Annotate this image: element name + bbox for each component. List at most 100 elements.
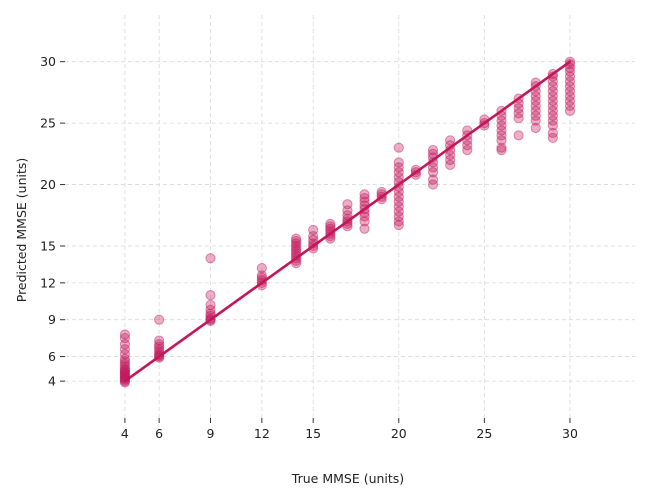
x-tick-label: 15 <box>305 426 321 441</box>
data-point <box>427 162 439 173</box>
data-point <box>547 95 558 107</box>
data-point <box>445 149 456 161</box>
data-point <box>445 154 456 166</box>
data-point <box>564 71 576 82</box>
data-point <box>496 125 507 136</box>
data-point <box>290 240 302 252</box>
data-point <box>359 196 370 207</box>
x-tick-label: 30 <box>562 426 578 441</box>
data-point <box>513 113 524 124</box>
data-point <box>564 100 576 112</box>
data-point <box>393 220 404 231</box>
data-point <box>119 364 131 376</box>
data-point <box>462 140 473 151</box>
data-point <box>154 344 165 355</box>
x-tick-label: 12 <box>254 426 270 441</box>
data-point <box>359 192 370 204</box>
data-point <box>205 290 216 301</box>
data-point <box>547 100 558 112</box>
fit-line <box>123 60 572 383</box>
x-axis-ticks: 4 6 9 12 15 20 25 30 <box>121 418 578 441</box>
data-point <box>290 245 302 257</box>
y-tick-label: 20 <box>40 177 56 192</box>
data-point <box>119 361 131 372</box>
data-point <box>393 216 404 227</box>
data-point <box>393 196 404 207</box>
data-point <box>564 76 576 87</box>
data-point <box>290 233 302 244</box>
data-point <box>513 130 524 141</box>
data-point <box>290 243 302 254</box>
data-point <box>530 122 541 134</box>
data-point <box>530 95 541 107</box>
y-axis-label: Predicted MMSE (units) <box>14 158 29 303</box>
data-point <box>342 205 353 216</box>
data-point <box>154 341 165 352</box>
data-point <box>308 231 319 242</box>
y-axis-ticks: 4 6 9 12 15 20 25 30 <box>40 54 65 389</box>
data-point <box>496 120 507 131</box>
data-point <box>290 235 302 247</box>
data-point <box>205 299 216 311</box>
x-tick-label: 20 <box>391 426 407 441</box>
data-point <box>547 120 558 131</box>
data-point <box>393 206 404 217</box>
y-tick-label: 6 <box>48 349 56 364</box>
data-point <box>154 314 165 325</box>
data-point <box>547 115 558 126</box>
data-point <box>496 135 507 146</box>
x-tick-label: 9 <box>207 426 215 441</box>
data-point <box>427 167 439 178</box>
data-point <box>119 344 131 355</box>
data-point <box>393 211 404 222</box>
data-point <box>496 142 507 153</box>
data-point <box>393 186 404 198</box>
data-point <box>119 353 131 365</box>
data-point <box>205 253 216 264</box>
data-point <box>256 263 267 274</box>
data-point <box>530 110 541 121</box>
data-point <box>496 115 507 126</box>
data-point <box>547 86 558 97</box>
data-point <box>308 224 319 236</box>
x-tick-label: 4 <box>121 426 129 441</box>
data-point <box>119 356 131 367</box>
data-point <box>119 366 131 377</box>
data-point <box>119 358 131 370</box>
x-tick-label: 25 <box>476 426 492 441</box>
data-point <box>154 339 165 350</box>
data-point <box>547 127 558 139</box>
data-point <box>325 218 336 229</box>
data-point <box>564 86 576 97</box>
data-point <box>547 76 558 87</box>
data-point <box>393 191 404 202</box>
data-point <box>496 145 507 156</box>
data-point <box>462 145 473 156</box>
y-tick-label: 30 <box>40 54 56 69</box>
y-tick-label: 9 <box>48 312 56 327</box>
data-point <box>393 167 404 178</box>
data-point <box>119 368 131 379</box>
data-point <box>496 130 507 141</box>
data-point <box>359 216 370 227</box>
data-point <box>256 270 267 281</box>
data-point <box>342 199 353 210</box>
data-point <box>393 157 404 168</box>
y-tick-label: 25 <box>40 116 56 131</box>
data-point <box>547 105 558 116</box>
data-point <box>427 179 439 190</box>
data-point <box>513 103 524 114</box>
data-point <box>547 110 558 121</box>
data-point <box>119 363 131 374</box>
y-tick-label: 15 <box>40 238 56 253</box>
data-point <box>547 132 558 143</box>
data-point <box>119 349 131 360</box>
data-point <box>205 304 216 315</box>
data-point <box>290 238 302 249</box>
data-point <box>119 367 131 378</box>
data-point <box>547 81 558 92</box>
data-point <box>445 159 456 170</box>
data-point <box>530 90 541 102</box>
data-point <box>393 162 404 173</box>
